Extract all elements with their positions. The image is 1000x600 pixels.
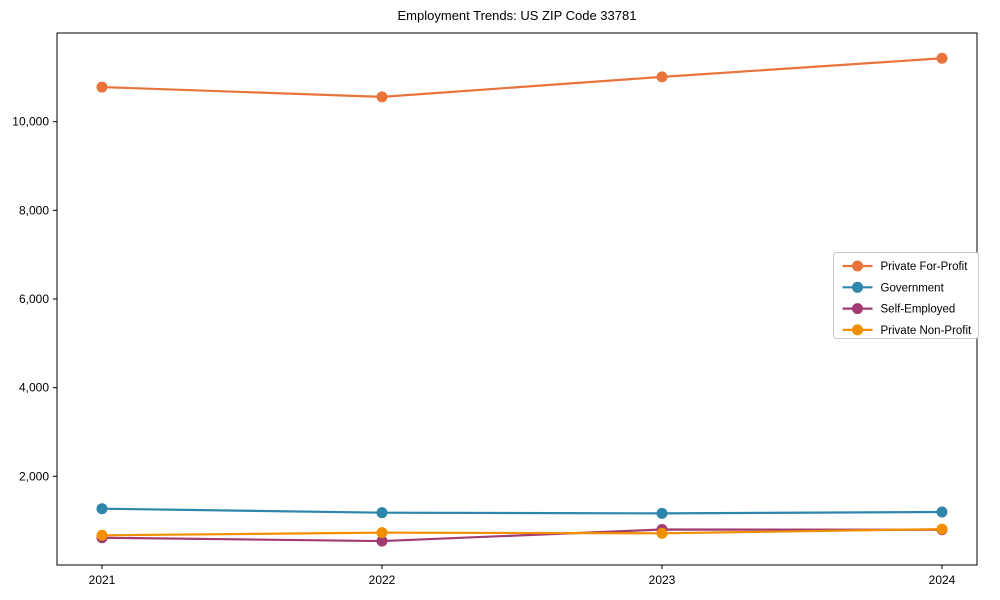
legend-item-label: Private For-Profit (881, 261, 969, 273)
data-point-marker (656, 71, 668, 83)
data-point-marker (936, 506, 948, 518)
legend-box (833, 252, 979, 339)
series-line (101, 527, 943, 537)
data-point-marker (96, 529, 108, 541)
data-point-marker (376, 507, 388, 519)
data-point-marker (656, 507, 668, 519)
series-line (101, 528, 943, 543)
data-point-marker (656, 527, 668, 539)
legend-item-label: Private Non-Profit (881, 325, 973, 337)
x-tick-label: 2023 (649, 573, 676, 587)
x-tick-label: 2021 (89, 573, 116, 587)
data-point-marker (376, 91, 388, 103)
legend-marker-icon (852, 324, 863, 336)
y-tick-label: 10,000 (12, 115, 49, 129)
data-point-marker (936, 523, 948, 535)
data-point-marker (376, 527, 388, 539)
data-point-marker (376, 535, 388, 547)
legend-marker-icon (852, 281, 863, 293)
legend-marker-icon (852, 260, 863, 272)
data-point-marker (96, 503, 108, 515)
y-tick-label: 8,000 (19, 203, 49, 217)
legend-item-label: Self-Employed (881, 304, 956, 316)
y-tick-label: 2,000 (19, 469, 49, 483)
series-line (101, 57, 943, 98)
y-tick-label: 4,000 (19, 381, 49, 395)
data-point-marker (936, 52, 948, 64)
series-line (101, 507, 943, 515)
x-tick-label: 2022 (369, 573, 396, 587)
legend-item-label: Government (881, 282, 945, 294)
legend-marker-icon (852, 303, 863, 315)
chart-title: Employment Trends: US ZIP Code 33781 (397, 8, 637, 23)
data-point-marker (96, 81, 108, 93)
y-tick-label: 6,000 (19, 292, 49, 306)
x-tick-label: 2024 (929, 573, 956, 587)
